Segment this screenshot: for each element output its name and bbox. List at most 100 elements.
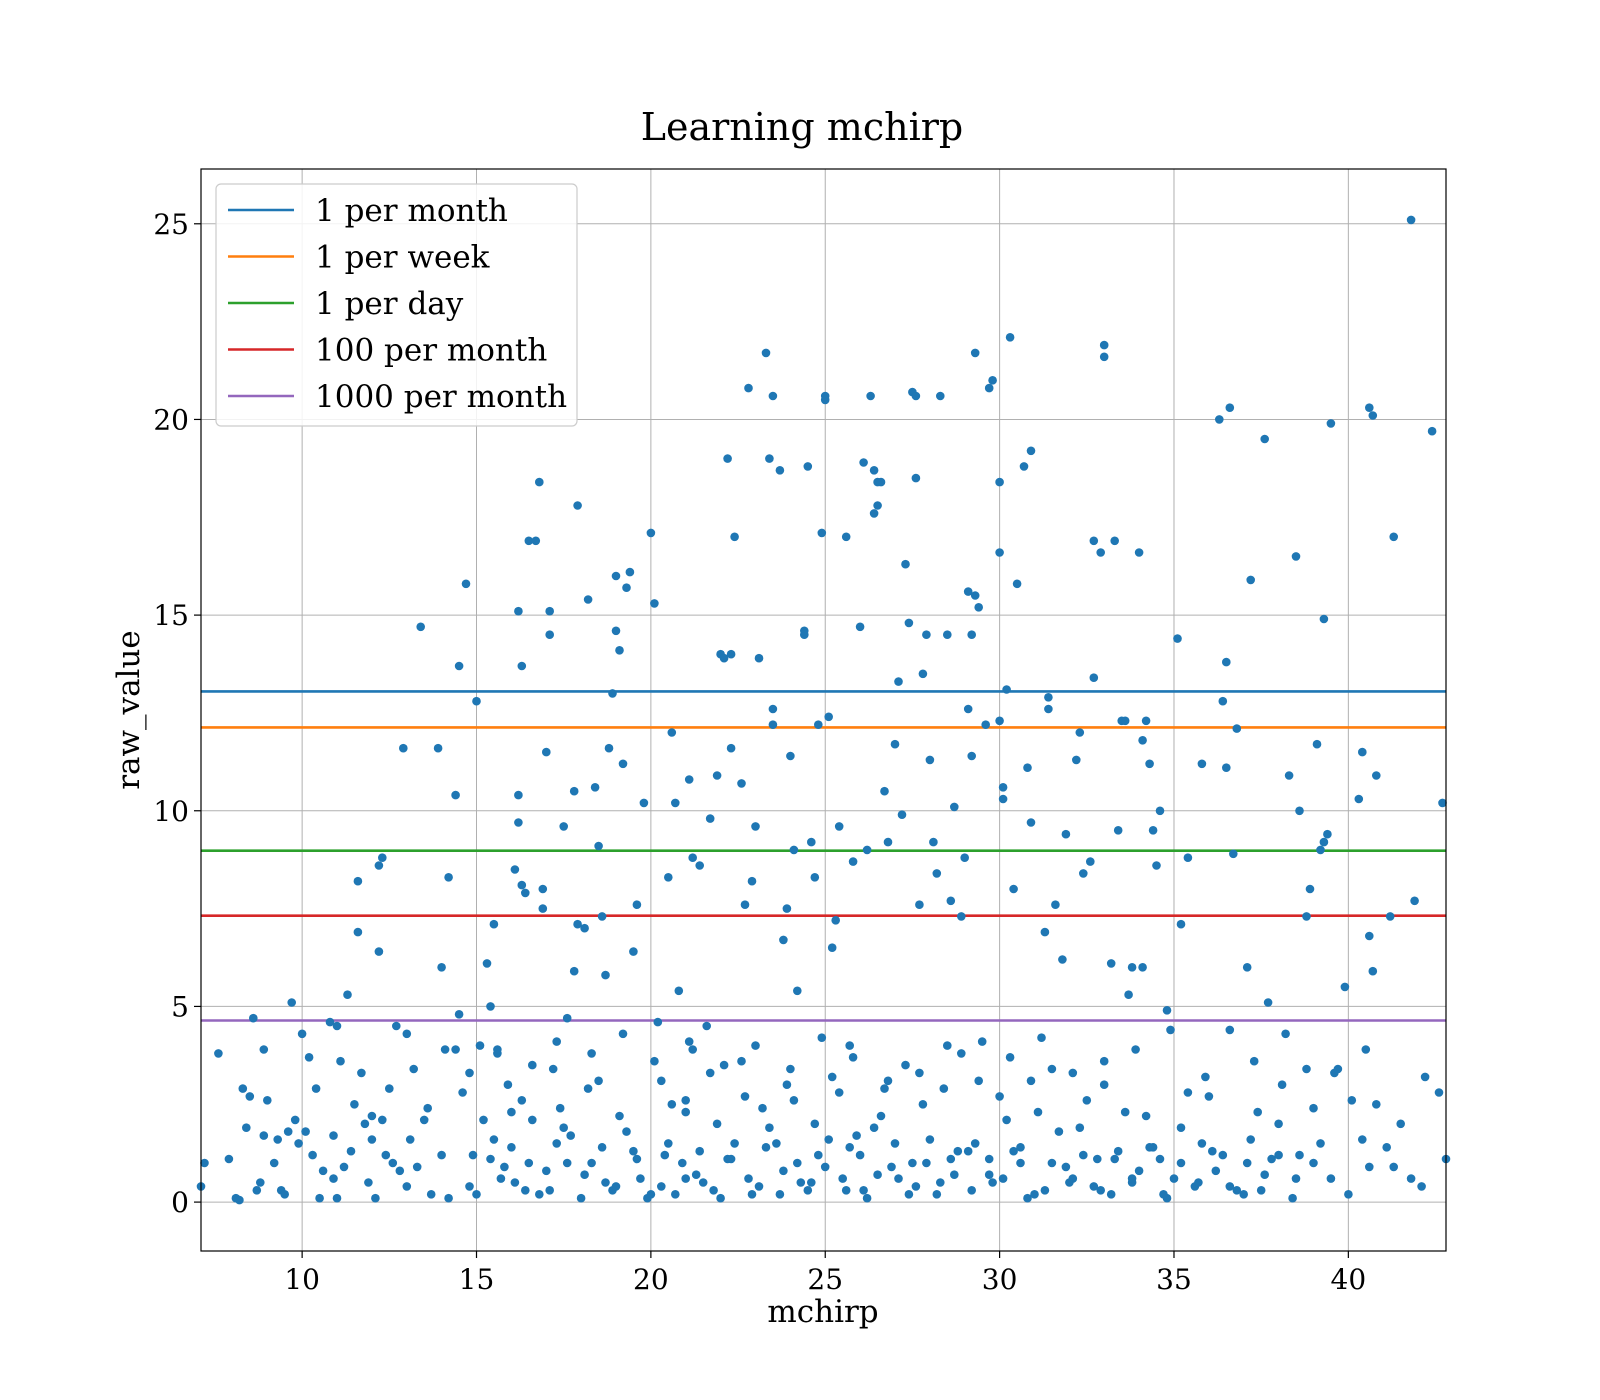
- data-point: [618, 1029, 628, 1039]
- data-point: [496, 1174, 506, 1183]
- data-point: [611, 571, 621, 581]
- data-point: [772, 1139, 781, 1148]
- y-axis-ticks: 0 5 10 15 20 25: [153, 208, 201, 1219]
- data-point: [1260, 434, 1269, 444]
- data-point: [1141, 1111, 1151, 1121]
- data-point: [1232, 1186, 1242, 1195]
- data-point: [1005, 333, 1015, 342]
- data-point: [719, 1060, 729, 1070]
- data-point: [960, 853, 969, 862]
- data-point: [1072, 755, 1081, 765]
- data-point: [632, 900, 642, 909]
- data-point: [793, 986, 802, 996]
- data-point: [712, 1119, 722, 1129]
- data-point: [737, 779, 746, 788]
- data-point: [695, 861, 704, 870]
- data-point: [719, 653, 729, 663]
- data-point: [761, 348, 771, 358]
- data-point: [1099, 1080, 1109, 1089]
- data-point: [1155, 806, 1165, 816]
- data-point: [597, 1143, 607, 1152]
- data-point: [848, 1053, 858, 1062]
- data-point: [963, 1146, 973, 1156]
- data-point: [939, 1084, 949, 1093]
- data-point: [1096, 1186, 1105, 1195]
- data-point: [814, 720, 823, 729]
- data-point: [535, 477, 544, 487]
- data-point: [622, 1127, 631, 1136]
- data-point: [859, 458, 868, 467]
- data-point: [807, 837, 816, 847]
- data-point: [1016, 1143, 1025, 1152]
- data-point: [803, 1186, 813, 1195]
- data-point: [524, 1158, 534, 1168]
- data-point: [235, 1195, 244, 1205]
- data-point: [793, 1158, 802, 1168]
- data-point: [1197, 1139, 1207, 1148]
- data-point: [601, 970, 610, 980]
- data-point: [883, 1076, 893, 1086]
- data-point: [304, 1053, 314, 1062]
- data-point: [681, 1174, 690, 1183]
- data-point: [904, 1190, 914, 1199]
- data-point: [1037, 1033, 1046, 1042]
- data-point: [817, 528, 827, 538]
- data-point: [827, 1072, 837, 1082]
- data-point: [1319, 837, 1329, 847]
- data-point: [824, 712, 833, 722]
- data-point: [880, 786, 889, 796]
- data-point: [904, 618, 914, 628]
- data-point: [1274, 1119, 1283, 1129]
- data-point: [507, 1143, 516, 1152]
- data-point: [953, 1146, 963, 1156]
- data-point: [426, 1190, 436, 1199]
- data-point: [995, 1092, 1004, 1101]
- data-point: [1145, 759, 1154, 769]
- data-point: [1204, 1092, 1214, 1101]
- data-point: [915, 1068, 924, 1078]
- data-point: [922, 1158, 931, 1168]
- data-point: [395, 1166, 405, 1176]
- data-point: [1051, 900, 1060, 909]
- data-point: [751, 822, 760, 831]
- data-point: [684, 1037, 694, 1046]
- data-point: [489, 1135, 499, 1144]
- data-point: [1239, 1190, 1248, 1199]
- data-point: [255, 1178, 265, 1187]
- data-point: [664, 873, 673, 882]
- data-point: [855, 1150, 865, 1160]
- data-point: [475, 1041, 485, 1050]
- data-point: [754, 653, 764, 663]
- data-point: [946, 1154, 956, 1164]
- data-point: [412, 1162, 422, 1172]
- data-point: [545, 1186, 554, 1195]
- data-point: [1040, 1186, 1050, 1195]
- data-point: [1295, 806, 1304, 816]
- data-point: [273, 1135, 283, 1144]
- data-point: [1141, 716, 1151, 726]
- data-point: [1302, 912, 1311, 921]
- data-point: [1197, 759, 1207, 769]
- data-point: [1396, 1119, 1405, 1129]
- legend-label: 1 per week: [315, 240, 490, 276]
- data-point: [336, 1056, 345, 1066]
- data-point: [723, 454, 732, 463]
- data-point: [1326, 1174, 1336, 1183]
- data-point: [269, 1158, 279, 1168]
- x-axis-ticks: 10 15 20 25 30 35 40: [284, 1251, 1366, 1296]
- data-point: [1120, 1107, 1130, 1117]
- data-point: [737, 1056, 746, 1066]
- data-point: [963, 704, 973, 714]
- data-point: [611, 1182, 621, 1191]
- data-point: [869, 509, 879, 518]
- data-point: [887, 1162, 896, 1172]
- data-point: [810, 1119, 820, 1129]
- data-point: [911, 391, 921, 401]
- data-point: [461, 579, 471, 589]
- data-point: [1082, 1096, 1092, 1105]
- data-point: [360, 1119, 370, 1129]
- data-point: [531, 536, 541, 546]
- data-point: [1256, 1186, 1266, 1195]
- data-point: [625, 567, 635, 577]
- data-point: [911, 473, 921, 483]
